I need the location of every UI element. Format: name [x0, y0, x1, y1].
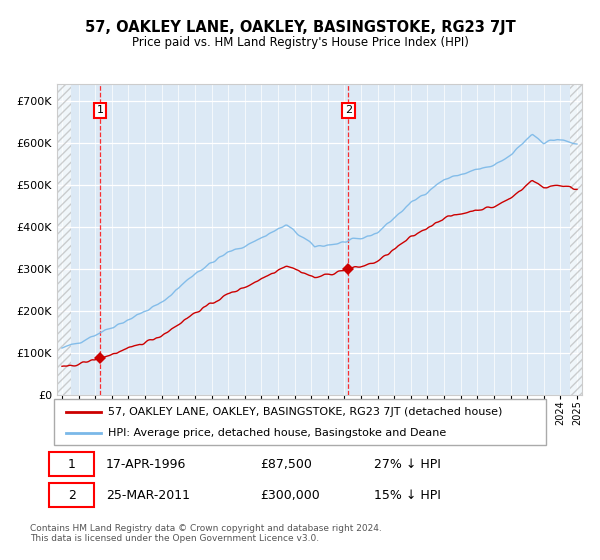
Text: Contains HM Land Registry data © Crown copyright and database right 2024.
This d: Contains HM Land Registry data © Crown c…: [30, 524, 382, 543]
Text: 25-MAR-2011: 25-MAR-2011: [106, 489, 190, 502]
Bar: [569, 84, 582, 395]
Text: 2: 2: [68, 489, 76, 502]
FancyBboxPatch shape: [54, 399, 546, 445]
Text: 57, OAKLEY LANE, OAKLEY, BASINGSTOKE, RG23 7JT (detached house): 57, OAKLEY LANE, OAKLEY, BASINGSTOKE, RG…: [108, 407, 502, 417]
Text: Price paid vs. HM Land Registry's House Price Index (HPI): Price paid vs. HM Land Registry's House …: [131, 36, 469, 49]
Text: 27% ↓ HPI: 27% ↓ HPI: [374, 458, 440, 471]
Text: HPI: Average price, detached house, Basingstoke and Deane: HPI: Average price, detached house, Basi…: [108, 428, 446, 438]
Text: 1: 1: [68, 458, 76, 471]
FancyBboxPatch shape: [49, 452, 94, 477]
Text: £87,500: £87,500: [260, 458, 313, 471]
Bar: [53, 84, 71, 395]
Text: £300,000: £300,000: [260, 489, 320, 502]
Text: 15% ↓ HPI: 15% ↓ HPI: [374, 489, 440, 502]
Text: 57, OAKLEY LANE, OAKLEY, BASINGSTOKE, RG23 7JT: 57, OAKLEY LANE, OAKLEY, BASINGSTOKE, RG…: [85, 20, 515, 35]
FancyBboxPatch shape: [49, 483, 94, 507]
Text: 17-APR-1996: 17-APR-1996: [106, 458, 186, 471]
Text: 1: 1: [97, 105, 104, 115]
Text: 2: 2: [344, 105, 352, 115]
